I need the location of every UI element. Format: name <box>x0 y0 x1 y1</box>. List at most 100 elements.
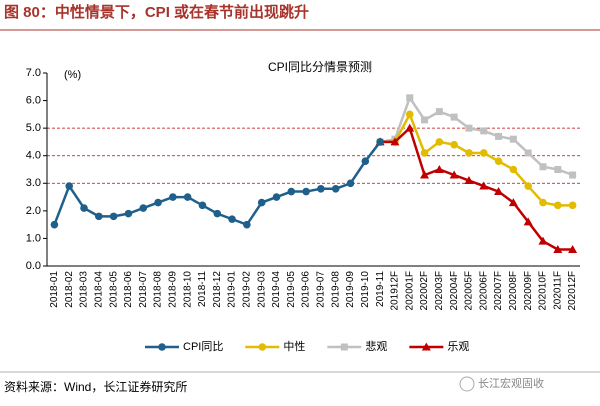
point <box>464 176 474 185</box>
point <box>465 149 473 157</box>
x-tick-label: 2019-05 <box>286 271 297 308</box>
x-tick-label: 2018-06 <box>123 271 134 308</box>
legend-marker <box>258 343 267 351</box>
x-tick-label: 202004F <box>449 271 460 310</box>
series-line <box>380 125 573 251</box>
point <box>213 209 222 218</box>
x-tick-label: 2018-03 <box>79 271 90 308</box>
x-tick-label: 2018-07 <box>138 271 149 308</box>
point <box>450 113 458 121</box>
x-tick-label: 202003F <box>434 271 445 310</box>
point <box>50 220 59 229</box>
x-tick-label: 201912F <box>390 271 401 310</box>
legend-marker <box>421 342 431 351</box>
x-tick-label: 2019-07 <box>316 271 327 308</box>
point <box>139 204 148 212</box>
point <box>169 193 177 201</box>
x-tick-label: 2018-08 <box>153 271 164 308</box>
page-title: 图 80：中性情景下，CPI 或在春节前出现跳升 <box>4 3 309 21</box>
point <box>479 181 489 190</box>
point <box>376 138 384 146</box>
x-tick-label: 202005F <box>464 271 475 310</box>
point <box>154 198 162 207</box>
point <box>331 185 340 193</box>
point <box>508 198 518 207</box>
point <box>405 110 414 119</box>
x-tick-label: 2019-02 <box>242 271 253 308</box>
point <box>509 165 518 174</box>
unit-label: (%) <box>64 69 81 81</box>
point <box>539 163 547 171</box>
point <box>80 204 88 212</box>
x-tick-label: 2019-03 <box>256 271 267 308</box>
point <box>539 198 547 207</box>
point <box>65 182 74 190</box>
y-tick-label: 3.0 <box>26 177 41 189</box>
point <box>420 170 430 179</box>
point <box>553 244 563 253</box>
x-tick-label: 2018-02 <box>64 271 75 308</box>
x-tick-label: 202008F <box>508 271 519 310</box>
y-tick-label: 5.0 <box>26 122 41 134</box>
x-tick-label: 2018-04 <box>93 271 104 308</box>
x-tick-label: 2018-11 <box>197 271 208 307</box>
x-tick-label: 202009F <box>523 271 534 310</box>
point <box>435 138 444 146</box>
x-tick-label: 2019-09 <box>345 271 356 308</box>
point <box>390 137 400 146</box>
x-tick-label: 2018-01 <box>49 271 60 308</box>
chart-title: CPI同比分情景预测 <box>268 60 372 74</box>
point <box>465 124 473 132</box>
point <box>568 244 578 253</box>
x-tick-label: 202002F <box>419 271 430 310</box>
point <box>435 108 443 116</box>
x-tick-label: 202006F <box>478 271 489 310</box>
point <box>109 212 118 221</box>
point <box>228 215 236 223</box>
point <box>480 127 488 135</box>
point <box>361 157 370 166</box>
x-tick-label: 202011F <box>552 271 563 310</box>
x-tick-label: 2019-08 <box>330 271 341 308</box>
x-tick-label: 202010F <box>538 271 549 310</box>
x-tick-label: 202001F <box>404 271 415 310</box>
point <box>524 149 532 157</box>
point <box>523 217 533 226</box>
point <box>450 140 458 149</box>
point <box>124 209 133 218</box>
point <box>243 220 251 229</box>
x-tick-label: 2018-05 <box>108 271 119 308</box>
y-tick-label: 6.0 <box>26 94 41 106</box>
legend-label: 中性 <box>283 339 305 353</box>
x-tick-label: 2019-04 <box>271 271 282 308</box>
point <box>495 132 503 140</box>
point <box>569 171 577 179</box>
x-tick-label: 2019-10 <box>360 271 371 308</box>
point <box>568 201 577 210</box>
legend-marker <box>158 343 166 351</box>
legend-marker <box>340 343 348 351</box>
x-tick-label: 2019-01 <box>227 271 238 308</box>
watermark-icon <box>459 376 475 392</box>
legend-label: CPI同比 <box>183 340 223 353</box>
y-tick-label: 2.0 <box>26 205 41 217</box>
point <box>317 185 325 193</box>
point <box>257 198 266 207</box>
legend-label: 悲观 <box>365 339 387 353</box>
watermark: 长江宏观固收 <box>478 376 544 390</box>
point <box>183 193 192 201</box>
x-tick-label: 202007F <box>493 271 504 310</box>
x-tick-label: 2018-12 <box>212 271 223 308</box>
point <box>524 182 532 190</box>
point <box>302 187 310 196</box>
y-tick-label: 7.0 <box>26 67 41 79</box>
point <box>420 149 429 157</box>
point <box>449 170 459 179</box>
point <box>554 166 562 173</box>
point <box>538 236 548 245</box>
x-tick-label: 202012F <box>567 271 578 310</box>
legend-label: 乐观 <box>447 340 469 353</box>
point <box>287 187 296 196</box>
point <box>434 165 444 173</box>
